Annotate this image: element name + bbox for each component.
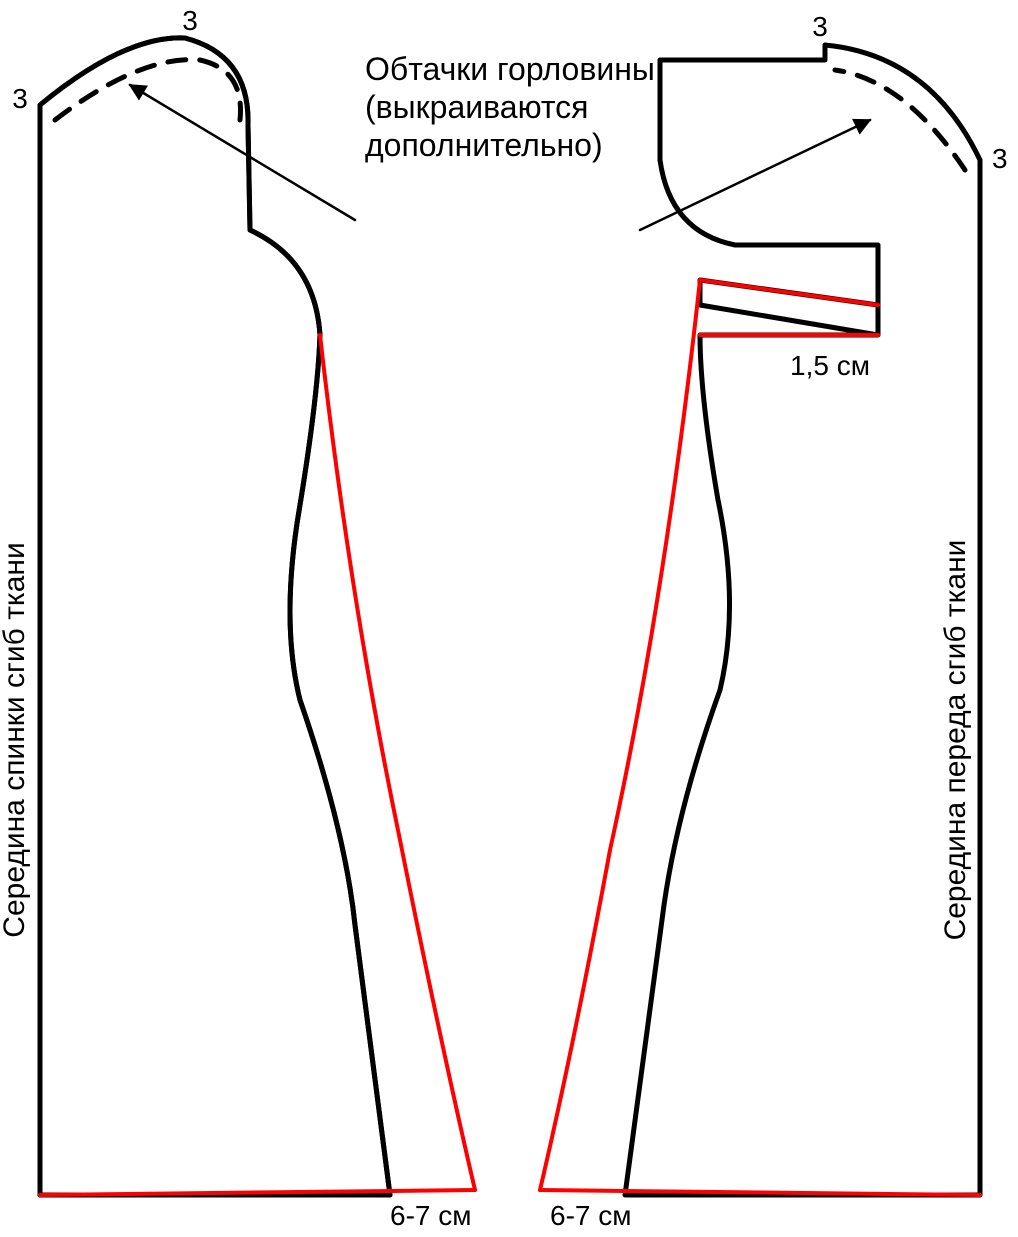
front-hem-extension <box>540 1190 980 1195</box>
back-neck-offset-side: 3 <box>12 83 28 114</box>
front-neck-offset-side: 3 <box>992 143 1008 174</box>
back-fold-label: Середина спинки сгиб ткани <box>0 542 31 937</box>
back-hem-extension <box>40 1190 475 1195</box>
hem-extension-right-label: 6-7 см <box>550 1200 632 1231</box>
back-outline <box>40 38 390 1195</box>
back-pattern-piece <box>40 38 390 1195</box>
front-outline <box>625 45 980 1195</box>
facing-title-line1: Обтачки горловины <box>365 51 655 87</box>
arrow-to-front-facing <box>640 120 870 230</box>
front-neck-offset-top: 3 <box>812 11 828 42</box>
front-fold-label: Середина переда сгиб ткани <box>939 540 972 941</box>
front-dart-top <box>700 280 878 305</box>
hem-extension-left-label: 6-7 см <box>390 1200 472 1231</box>
facing-title-line2: (выкраиваются <box>365 89 588 125</box>
front-side-extension <box>540 280 700 1190</box>
facing-title-line3: дополнительно) <box>365 127 603 163</box>
front-facing-dash <box>835 70 965 170</box>
back-neck-offset-top: 3 <box>182 5 198 36</box>
back-side-extension <box>320 335 475 1190</box>
dart-depth-label: 1,5 см <box>790 350 870 381</box>
back-facing-dash <box>55 60 241 120</box>
